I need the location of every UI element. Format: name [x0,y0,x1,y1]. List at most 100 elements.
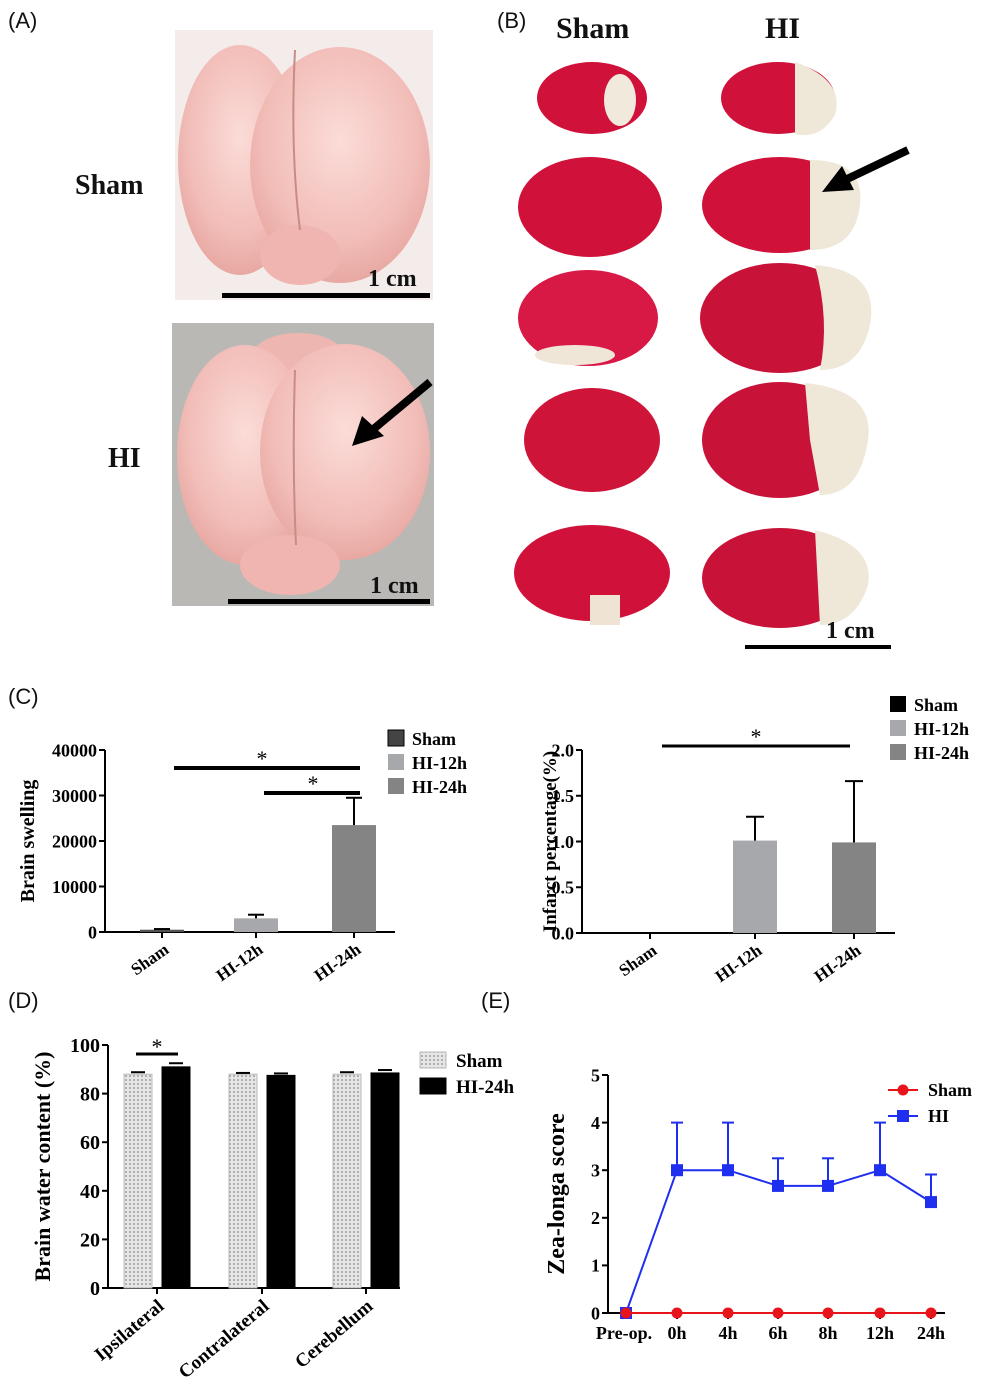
legend-label: Sham [928,1080,972,1100]
y-tick-label: 30000 [52,786,97,806]
bar-sham-contralateral [228,1073,258,1289]
bar-hi-24h-cerebellum [370,1072,400,1289]
y-tick-label: 0.5 [552,878,575,898]
arrow-a-head [352,416,384,446]
bar-sham [628,932,672,934]
x-tick-label: 12h [866,1323,894,1343]
x-tick-label: 24h [917,1323,945,1343]
legend-swatch-hi-24h [419,1077,447,1095]
x-tick-label: Sham [615,941,660,980]
x-tick-label: Contralateral [175,1296,273,1383]
legend-swatch-sham [890,696,906,712]
legend-swatch-hi-12h [890,720,906,736]
x-tick-label: 8h [818,1323,837,1343]
y-tick-label: 0 [88,922,97,942]
legend-marker-sham [897,1084,909,1096]
x-tick-label: Cerebellum [291,1296,377,1373]
legend-swatch-sham [419,1051,447,1069]
legend-label: HI-24h [914,743,969,763]
scale-bar-b [745,645,891,649]
bar-sham-ipsilateral [123,1073,153,1289]
legend-swatch-hi-24h [388,778,404,794]
arrow-a-shaft [367,378,433,436]
row-label-sham: Sham [75,170,144,201]
legend-label: HI-12h [914,719,969,739]
point-sham [874,1307,886,1319]
scale-label-a-top: 1 cm [368,266,417,292]
x-tick-label: HI-24h [811,940,865,986]
col-label-sham: Sham [556,12,630,45]
panel-label-a: (A) [8,8,38,33]
sham-brain-image [178,45,430,285]
x-tick-label: Pre-op. [596,1323,652,1343]
legend-label: Sham [914,695,958,715]
point-hi [772,1179,784,1192]
hi-slice-2 [702,157,861,253]
y-tick-label: 1.5 [552,786,575,806]
legend-label: HI-12h [412,753,467,773]
chart-infarct-percentage: 0.0 0.5 1.0 1.5 2.0 Sham HI-12h HI-24h * Infarct … [540,695,969,986]
y-axis-label: Brain water content (%) [30,1052,55,1282]
x-tick-label: Ipsilateral [91,1296,168,1366]
bar-hi-24h-contralateral [266,1074,296,1289]
x-tick-label: Sham [127,940,172,979]
point-sham [722,1307,734,1319]
legend-swatch-hi-12h [388,754,404,770]
legend-swatch-sham [387,729,405,747]
y-tick-label: 3 [591,1161,600,1181]
bar-hi-12h [234,918,278,932]
bar-sham-cerebellum [332,1073,362,1289]
y-tick-label: 0 [90,1278,100,1300]
x-tick-label: HI-12h [213,939,267,985]
panel-b-slices [514,62,910,649]
y-tick-label: 2.0 [552,740,575,760]
sham-slice-1 [537,62,647,134]
y-tick-label: 1 [591,1256,600,1276]
scale-bar-a-top [222,293,430,298]
hi-slice-1 [721,62,837,136]
x-tick-label: 0h [667,1323,686,1343]
sig-star: * [308,771,319,796]
arrow-b-shaft [843,146,910,184]
panel-label-d: (D) [8,988,39,1013]
arrow-b-head [822,166,854,192]
x-tick-label: 6h [768,1323,787,1343]
y-tick-label: 20 [80,1229,100,1251]
legend-label: Sham [412,729,456,749]
y-tick-label: 0 [591,1303,600,1323]
hi-slice-3 [700,263,872,373]
y-tick-label: 4 [591,1113,600,1133]
chart-brain-water: 0 20 40 60 80 100 Ipsilateral Contralateral Cere… [30,1034,515,1383]
x-tick-label: HI-12h [712,940,766,986]
hi-slice-4 [702,382,869,498]
y-tick-label: 0.0 [552,923,575,943]
y-axis-label: Brain swelling [17,780,39,903]
sig-star: * [152,1034,163,1059]
x-tick-label: 4h [718,1323,737,1343]
bar-hi-24h [832,842,876,933]
scale-bar-a-bottom [228,599,430,604]
sham-slice-5 [514,525,670,625]
chart-brain-swelling: 0 10000 20000 30000 40000 Sham HI-12h HI-24h * * B… [17,729,467,985]
legend-swatch-hi-24h [890,744,906,760]
point-hi [925,1196,937,1209]
y-tick-label: 40 [80,1181,100,1203]
y-axis-label: Infarct percentage(%) [540,751,561,932]
hi-brain-image [177,333,430,595]
panel-label-b: (B) [497,8,527,33]
panel-label-c: (C) [8,684,39,709]
legend-label: HI-24h [456,1077,515,1098]
col-label-hi: HI [765,12,801,45]
scale-label-a-bottom: 1 cm [370,573,419,599]
bar-hi-24h [332,825,376,932]
row-label-hi: HI [108,443,141,474]
sham-slice-2 [518,157,662,257]
legend-label: HI [928,1106,949,1126]
scale-label-b: 1 cm [826,618,875,644]
y-tick-label: 60 [80,1132,100,1154]
bar-hi-12h [733,840,777,933]
y-tick-label: 20000 [52,831,97,851]
y-tick-label: 2 [591,1208,600,1228]
point-hi [722,1164,734,1177]
point-sham [772,1307,784,1319]
